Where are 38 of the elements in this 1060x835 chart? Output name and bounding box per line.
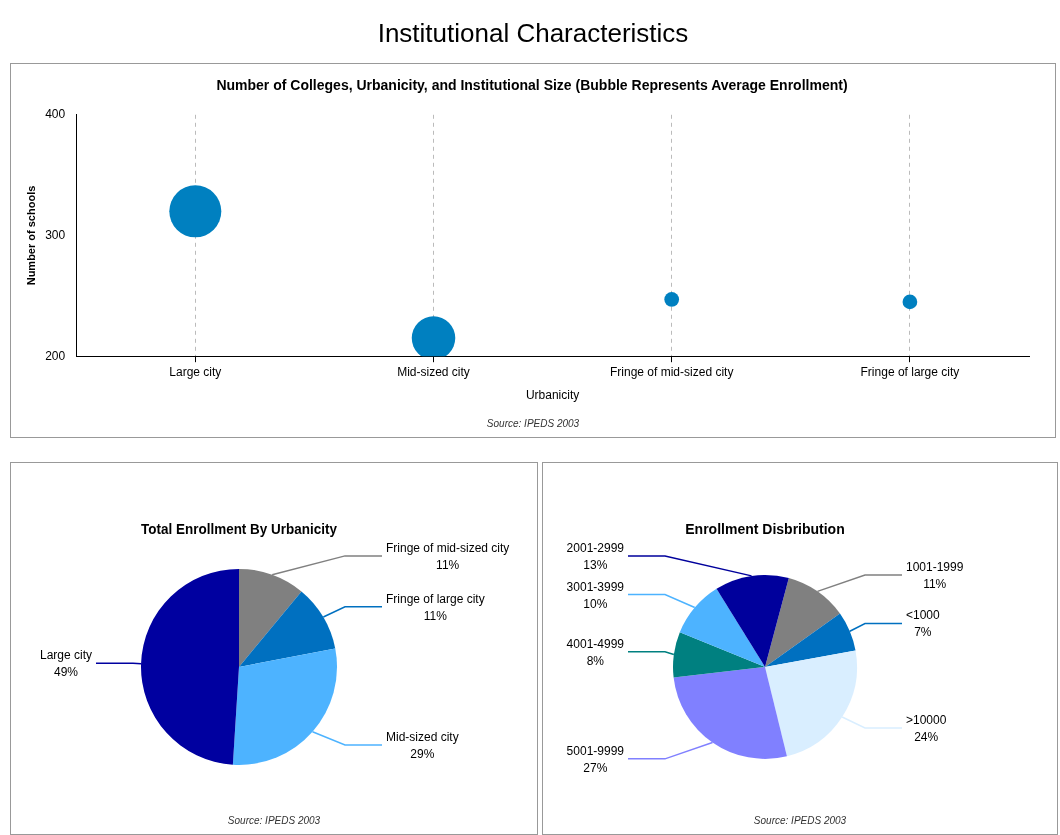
slice-label: <1000: [906, 608, 941, 623]
data-label: 8%: [586, 653, 605, 668]
data-label: 10%: [583, 596, 608, 611]
x-tick-label: Mid-sized city: [397, 364, 470, 379]
data-label: 24%: [914, 729, 939, 744]
data-label: 11%: [436, 557, 460, 572]
y-tick-label: 400: [45, 107, 66, 122]
data-label: 7%: [914, 625, 932, 640]
slice-label: 3001-3999: [566, 579, 625, 594]
source-note: Source: IPEDS 2003: [486, 418, 580, 429]
y-tick-label: 200: [45, 348, 66, 363]
chart-title: Total Enrollment By Urbanicity: [141, 522, 338, 538]
x-tick-label: Fringe of large city: [860, 364, 960, 379]
data-label: 27%: [583, 760, 608, 775]
slice-label: >10000: [906, 712, 947, 727]
y-tick-label: 300: [45, 227, 66, 242]
slice-label: Fringe of large city: [386, 591, 485, 606]
slice-label: Mid-sized city: [386, 729, 459, 744]
slice-label: 1001-1999: [906, 559, 964, 574]
chart-title: Number of Colleges, Urbanicity, and Institutional Size (Bubble Represents Average Enrollment): [216, 77, 848, 94]
x-axis-title: Urbanicity: [525, 388, 580, 403]
text: Institutional Characteristics: [377, 17, 689, 49]
chart-title: Enrollment Disbribution: [685, 521, 845, 538]
data-label: 13%: [583, 558, 608, 573]
x-tick-label: Fringe of mid-sized city: [610, 364, 734, 379]
slice-label: 4001-4999: [566, 636, 625, 651]
source-note: Source: IPEDS 2003: [753, 815, 847, 826]
data-label: 11%: [923, 576, 947, 591]
slice-label: Fringe of mid-sized city: [386, 540, 510, 555]
data-label: 49%: [53, 665, 79, 680]
y-axis-title: Number of schools: [24, 185, 37, 286]
slice-label: 5001-9999: [566, 743, 625, 758]
x-tick-label: Large city: [169, 364, 222, 379]
source-note: Source: IPEDS 2003: [227, 815, 321, 826]
slice-label: 2001-2999: [566, 541, 625, 556]
data-label: 29%: [410, 746, 435, 761]
data-label: 11%: [423, 608, 448, 623]
slice-label: Large city: [39, 648, 92, 663]
